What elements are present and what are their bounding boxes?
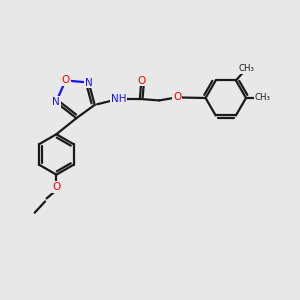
- Text: NH: NH: [111, 94, 126, 104]
- Text: N: N: [52, 97, 60, 107]
- Text: O: O: [173, 92, 181, 103]
- Text: CH₃: CH₃: [238, 64, 254, 73]
- Text: O: O: [61, 76, 70, 85]
- Text: O: O: [137, 76, 146, 85]
- Text: N: N: [85, 77, 93, 88]
- Text: O: O: [52, 182, 61, 192]
- Text: CH₃: CH₃: [254, 94, 270, 103]
